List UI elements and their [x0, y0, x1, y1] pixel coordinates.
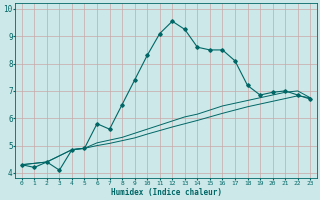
- X-axis label: Humidex (Indice chaleur): Humidex (Indice chaleur): [110, 188, 221, 197]
